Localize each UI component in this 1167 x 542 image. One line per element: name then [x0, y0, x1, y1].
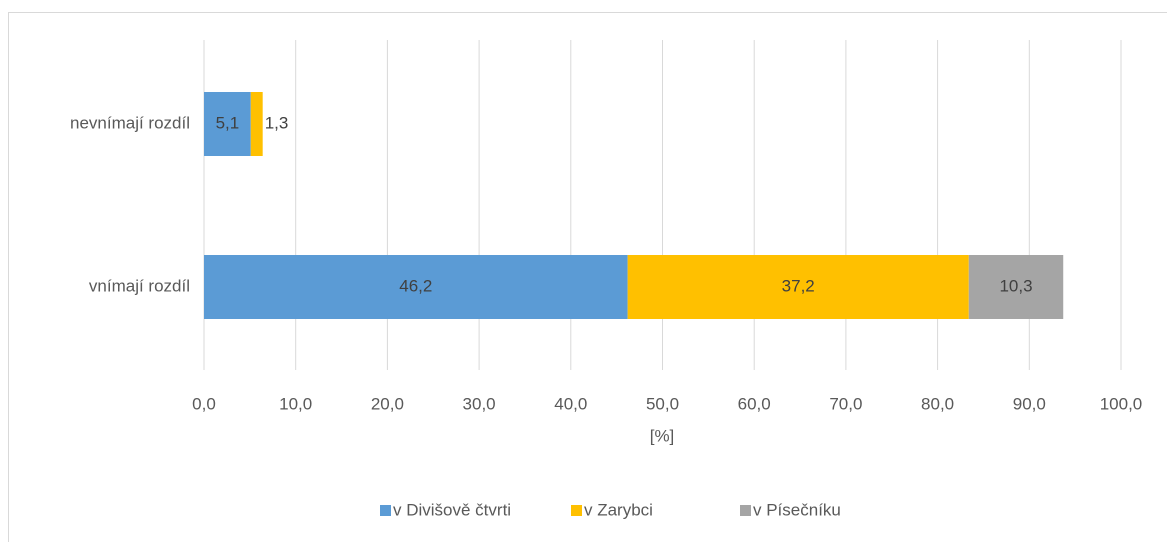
chart-frame [8, 12, 1167, 542]
x-tick-label: 50,0 [646, 394, 679, 413]
y-tick-label: vnímají rozdíl [89, 276, 190, 295]
legend-swatch [571, 505, 582, 516]
bar-segment [204, 255, 628, 319]
bar-segment [627, 255, 969, 319]
x-tick-label: 10,0 [279, 394, 312, 413]
x-tick-label: 30,0 [463, 394, 496, 413]
x-tick-label: 20,0 [371, 394, 404, 413]
x-axis-label: [%] [650, 426, 675, 445]
legend-label: v Divišově čtvrti [393, 500, 511, 519]
legend-label: v Zarybci [584, 500, 653, 519]
data-label: 5,1 [216, 113, 240, 132]
y-tick-label: nevnímají rozdíl [70, 113, 190, 132]
x-tick-label: 40,0 [554, 394, 587, 413]
data-label: 46,2 [399, 276, 432, 295]
data-label: 1,3 [265, 113, 289, 132]
x-tick-label: 90,0 [1013, 394, 1046, 413]
x-tick-label: 80,0 [921, 394, 954, 413]
data-label: 37,2 [782, 276, 815, 295]
bar-segment [204, 92, 251, 156]
x-tick-label: 100,0 [1100, 394, 1143, 413]
x-tick-label: 60,0 [738, 394, 771, 413]
bar-segment [968, 255, 1064, 319]
x-tick-label: 0,0 [192, 394, 216, 413]
x-tick-label: 70,0 [829, 394, 862, 413]
legend-swatch [740, 505, 751, 516]
legend-label: v Písečníku [753, 500, 841, 519]
data-label: 10,3 [999, 276, 1032, 295]
bar-segment [250, 92, 263, 156]
legend-swatch [380, 505, 391, 516]
